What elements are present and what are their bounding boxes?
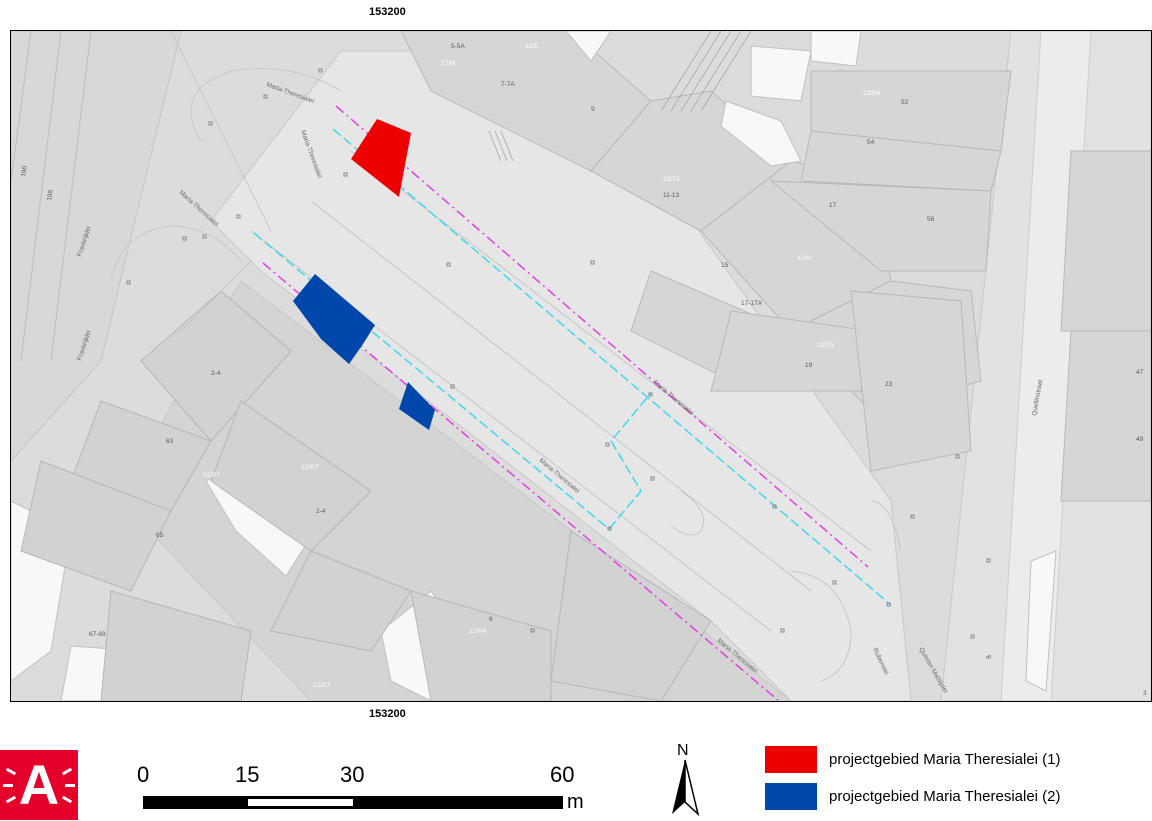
scale-bar-white-segment: [248, 799, 353, 806]
parcels-bottom-left: [20, 290, 712, 701]
parcel-number: 190: [20, 165, 29, 177]
north-arrow: N: [668, 740, 702, 817]
parcel-number: 11-13: [663, 192, 680, 199]
bottom-coordinate-label: 153200: [369, 708, 406, 720]
parcel-number: 198: [46, 189, 55, 201]
parcel-id: 12/E: [525, 43, 539, 50]
project-area-1[interactable]: [351, 119, 411, 197]
logo-ray: [65, 784, 75, 787]
parcel-number: 9: [591, 106, 595, 113]
project-area-2b[interactable]: [399, 382, 435, 430]
parcel-id: 12/K7: [301, 464, 318, 471]
parcel-number: 67-69: [89, 631, 106, 638]
parcel-id: 12/X7: [313, 682, 330, 689]
parcel-number: 8: [984, 654, 992, 660]
parcel-id: 12/E6: [863, 90, 880, 97]
north-arrow-icon: N: [672, 742, 700, 817]
parcel-number: 17: [829, 202, 837, 209]
street-arcs: [110, 68, 902, 682]
legend-swatch-project-2: [765, 783, 817, 810]
scale-label-15: 15: [235, 762, 260, 787]
parcel-id: 17/M: [441, 60, 455, 67]
parcel-number: 2-4: [211, 370, 221, 377]
parcel-number: 5-5A: [451, 43, 465, 50]
logo-letter: A: [18, 753, 60, 816]
map-view[interactable]: Maria-Theresialei Maria-Theresialei Mari…: [10, 30, 1152, 702]
parcel-number: 52: [901, 99, 909, 106]
scale-label-0: 0: [137, 762, 150, 787]
parcel-number: 17-17A: [741, 300, 763, 307]
top-coordinate-label: 153200: [369, 6, 406, 18]
parcel-number: 49: [1136, 436, 1144, 443]
parcel-id: 12/P7: [203, 472, 220, 479]
parcel-id: 12/T2: [663, 176, 680, 183]
hatched-areas: [488, 31, 752, 162]
parcel-number: 7-7A: [501, 81, 515, 88]
legend-label-project-1: projectgebied Maria Theresialei (1): [829, 751, 1061, 768]
scale-unit: m: [567, 791, 584, 813]
parcel-number: 3: [1143, 690, 1147, 697]
project-area-2a[interactable]: [293, 274, 375, 364]
parcel-number: 23: [885, 381, 893, 388]
scale-label-30: 30: [340, 762, 365, 787]
parcel-number: 65: [156, 532, 164, 539]
parcel-id: 12/T3: [817, 342, 834, 349]
parcel-id: 12/H: [797, 255, 811, 262]
parcel-number: 19: [805, 362, 813, 369]
scale-bar: [143, 796, 563, 809]
left-boulevard: [11, 31, 182, 462]
logo-ray: [3, 784, 13, 787]
parcel-id: 12/H4: [469, 628, 487, 635]
parcel-number: 6: [489, 616, 493, 623]
parcel-number: 63: [166, 438, 174, 445]
scale-label-60: 60: [550, 762, 575, 787]
parcel-number: 54: [867, 139, 875, 146]
parcel-number: 47: [1136, 369, 1144, 376]
parcel-number: 2-4: [316, 508, 326, 515]
north-label: N: [677, 742, 689, 759]
magenta-dashed-lines: [262, 105, 869, 701]
city-logo: A: [0, 750, 78, 820]
point-symbols: [126, 68, 991, 639]
parcel-number: 56: [927, 216, 935, 223]
parcel-number: 15: [721, 262, 729, 269]
legend-label-project-2: projectgebied Maria Theresialei (2): [829, 788, 1061, 805]
legend-swatch-project-1: [765, 746, 817, 773]
